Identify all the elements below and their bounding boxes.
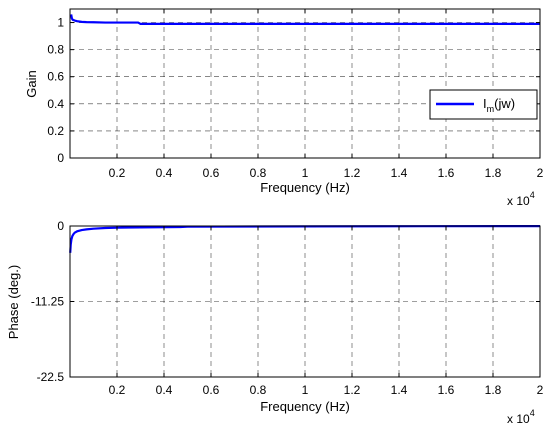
gain-x-tick-label: 0.6	[203, 166, 220, 180]
phase-y-axis-label: Phase (deg.)	[6, 265, 21, 339]
gain-plot: 0.2 0.4 0.6 0.8 1 1.2 1.4 1.6 1.8 2 0 0.2 0.4 0.6 0.8…	[24, 8, 544, 208]
phase-x-tick-label: 1.8	[485, 383, 502, 397]
phase-x-multiplier: x 104	[507, 408, 535, 426]
gain-y-tick-label: 0.8	[47, 43, 64, 57]
gain-series	[70, 14, 540, 25]
gain-x-tick-label: 1	[302, 166, 309, 180]
phase-grid	[70, 226, 540, 377]
phase-x-tick-label: 1	[302, 383, 309, 397]
gain-x-tick-label: 1.8	[485, 166, 502, 180]
gain-x-tick-label: 0.2	[109, 166, 126, 180]
gain-legend: Im(jw)	[429, 89, 538, 120]
gain-legend-label: Im(jw)	[483, 96, 515, 114]
gain-legend-label-sub: m	[487, 104, 495, 114]
gain-legend-label-main: I	[483, 96, 487, 111]
phase-x-tick-label: 1.6	[438, 383, 455, 397]
gain-x-multiplier-exponent: 4	[530, 190, 535, 200]
gain-x-multiplier-base: x 10	[507, 194, 530, 208]
phase-x-multiplier-exponent: 4	[530, 408, 535, 418]
gain-y-tick-label: 0.6	[47, 70, 64, 84]
phase-ticks	[70, 225, 541, 378]
gain-x-multiplier: x 104	[507, 190, 535, 208]
gain-x-tick-label: 1.6	[438, 166, 455, 180]
phase-x-tick-label: 0.2	[109, 383, 126, 397]
gain-y-tick-label: 1	[57, 16, 64, 30]
phase-y-tick-labels: -22.5 -11.25 0	[31, 219, 64, 384]
gain-series-line	[70, 14, 540, 25]
phase-x-tick-label: 1.2	[344, 383, 361, 397]
phase-x-multiplier-base: x 10	[507, 412, 530, 426]
gain-x-tick-label: 1.2	[344, 166, 361, 180]
gain-x-tick-label: 0.4	[156, 166, 173, 180]
gain-y-tick-labels: 0 0.2 0.4 0.6 0.8 1	[47, 16, 64, 165]
gain-y-tick-label: 0.2	[47, 124, 64, 138]
gain-x-axis-label: Frequency (Hz)	[260, 180, 350, 195]
phase-y-tick-label: -11.25	[31, 295, 64, 309]
gain-x-tick-label: 2	[537, 166, 544, 180]
phase-x-tick-label: 0.6	[203, 383, 220, 397]
gain-y-tick-label: 0.4	[47, 97, 64, 111]
gain-ticks	[70, 9, 541, 159]
gain-y-tick-label: 0	[57, 151, 64, 165]
phase-x-tick-label: 0.4	[156, 383, 173, 397]
gain-x-tick-label: 0.8	[250, 166, 267, 180]
gain-legend-label-rest: (jw)	[494, 96, 515, 111]
gain-x-tick-label: 1.4	[391, 166, 408, 180]
gain-x-tick-labels: 0.2 0.4 0.6 0.8 1 1.2 1.4 1.6 1.8 2	[109, 166, 544, 180]
phase-x-axis-label: Frequency (Hz)	[260, 399, 350, 414]
phase-y-tick-label: -22.5	[37, 370, 65, 384]
phase-x-tick-labels: 0.2 0.4 0.6 0.8 1 1.2 1.4 1.6 1.8 2	[109, 383, 544, 397]
phase-x-tick-label: 2	[537, 383, 544, 397]
phase-x-tick-label: 1.4	[391, 383, 408, 397]
phase-y-tick-label: 0	[57, 219, 64, 233]
phase-plot: 0.2 0.4 0.6 0.8 1 1.2 1.4 1.6 1.8 2 -22.5-11.250 …	[6, 219, 544, 426]
gain-y-axis-label: Gain	[24, 70, 39, 97]
phase-x-tick-label: 0.8	[250, 383, 267, 397]
